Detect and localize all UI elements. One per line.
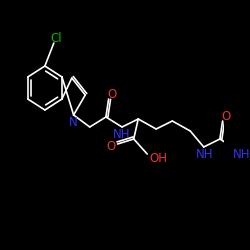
Text: O: O <box>107 140 116 152</box>
Text: Cl: Cl <box>51 32 62 44</box>
Text: NH: NH <box>113 128 131 141</box>
Text: OH: OH <box>149 152 167 164</box>
Text: NH: NH <box>196 148 214 162</box>
Text: N: N <box>69 116 78 128</box>
Text: NH: NH <box>233 148 250 160</box>
Text: 2: 2 <box>249 154 250 162</box>
Text: O: O <box>222 110 231 122</box>
Text: O: O <box>108 88 117 101</box>
